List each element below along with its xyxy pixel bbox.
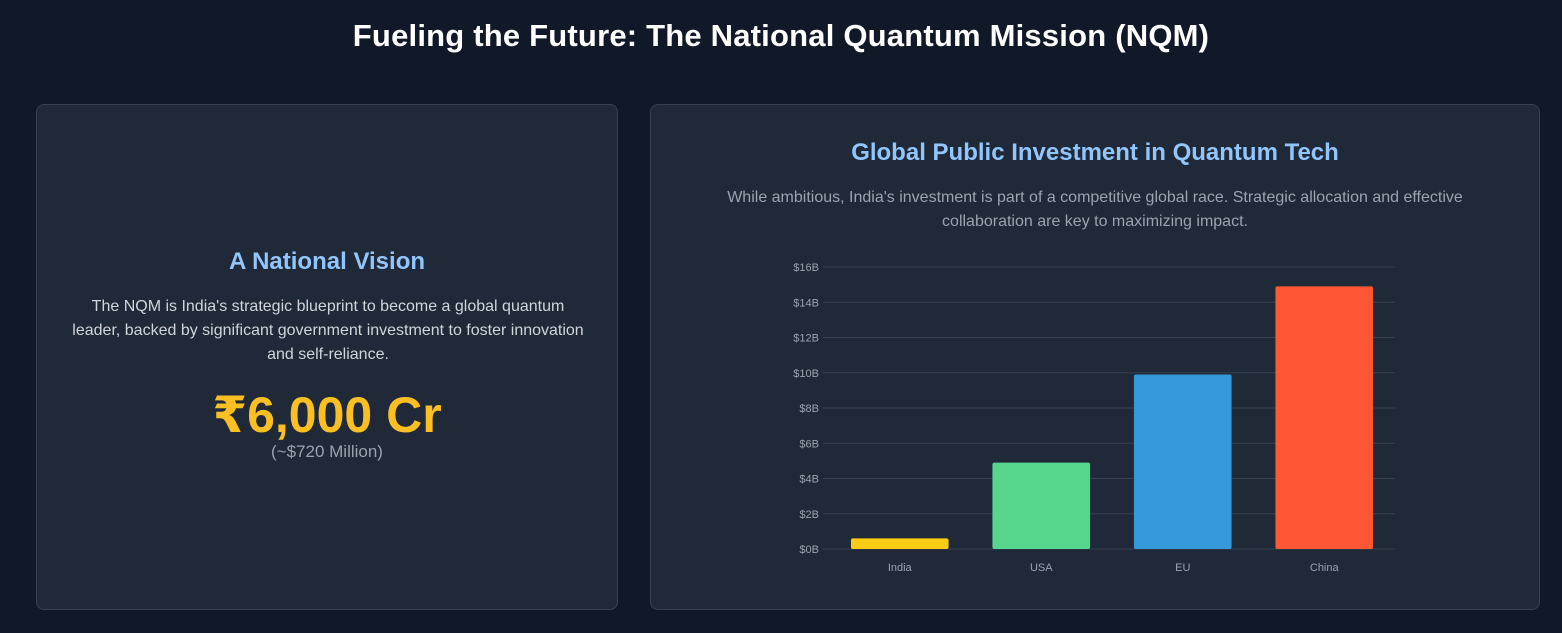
y-tick-label: $8B: [799, 403, 819, 415]
bar-china[interactable]: [1275, 286, 1374, 549]
chart-title: Global Public Investment in Quantum Tech: [851, 139, 1339, 166]
x-tick-label: India: [888, 562, 913, 574]
bar-eu[interactable]: [1133, 374, 1232, 549]
y-tick-label: $16B: [793, 262, 819, 274]
y-tick-label: $4B: [799, 474, 819, 486]
vision-description: The NQM is India's strategic blueprint t…: [72, 298, 584, 363]
y-tick-label: $6B: [799, 438, 819, 450]
national-vision-card: A National Vision The NQM is India's str…: [36, 104, 618, 610]
y-tick-label: $14B: [793, 297, 819, 309]
investment-conversion: (~$720 Million): [271, 442, 383, 461]
x-tick-label: EU: [1175, 562, 1190, 574]
y-tick-label: $2B: [799, 509, 819, 521]
x-tick-label: China: [1310, 562, 1340, 574]
investment-bar-chart: $0B $2B $4B $6B $8B $10B $12B $14B $16B India USA E…: [793, 262, 1395, 574]
y-tick-label: $10B: [793, 368, 819, 380]
y-tick-label: $0B: [799, 544, 819, 556]
x-tick-label: USA: [1030, 562, 1053, 574]
investment-amount: ₹6,000 Cr: [212, 387, 442, 443]
chart-description: While ambitious, India's investment is p…: [727, 189, 1463, 230]
investment-chart-card: Global Public Investment in Quantum Tech…: [650, 104, 1540, 610]
vision-title: A National Vision: [228, 248, 426, 275]
bar-usa[interactable]: [992, 462, 1091, 549]
page-title: Fueling the Future: The National Quantum…: [352, 18, 1210, 53]
y-tick-label: $12B: [793, 333, 819, 345]
bar-india[interactable]: [850, 538, 949, 549]
